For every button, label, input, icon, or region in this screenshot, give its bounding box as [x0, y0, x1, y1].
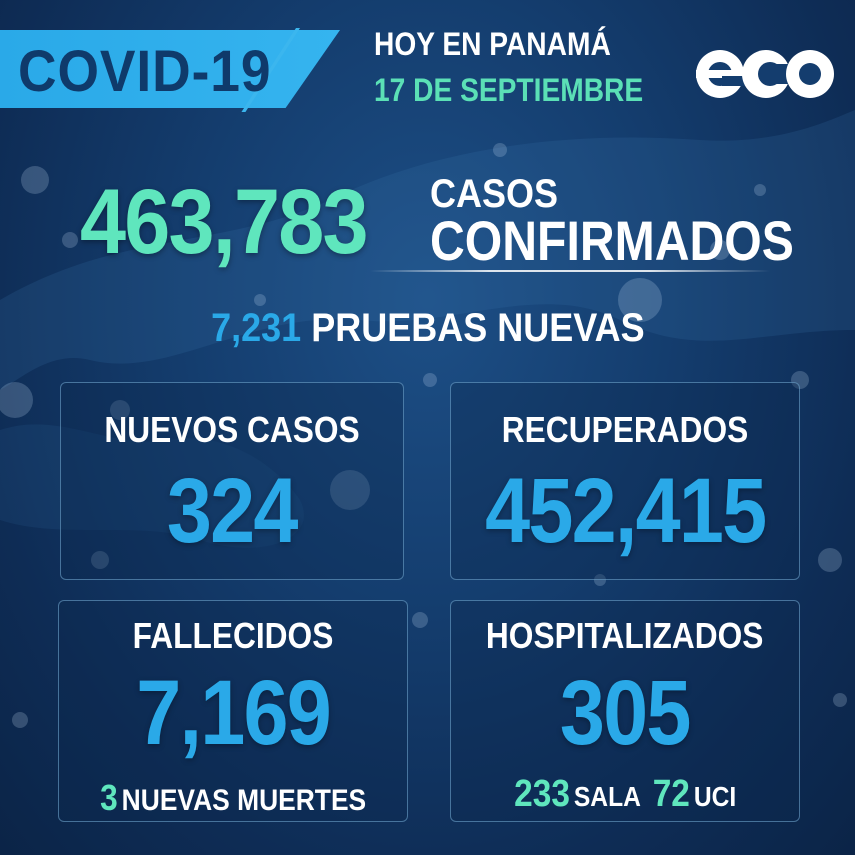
ward-label: SALA [573, 781, 641, 812]
total-cases-number: 463,783 [80, 171, 369, 273]
icu-number: 72 [652, 773, 690, 815]
new-deaths-label: NUEVAS MUERTES [121, 784, 367, 817]
hospitalized-title: HOSPITALIZADOS [486, 615, 764, 656]
ward-number: 233 [513, 773, 570, 815]
report-date: 17 DE SEPTIEMBRE [374, 72, 644, 108]
deaths-title: FALLECIDOS [132, 615, 334, 656]
new-cases-title: NUEVOS CASOS [104, 409, 360, 450]
new-tests: 7,231 PRUEBAS NUEVAS [0, 306, 855, 351]
deaths-value: 7,169 [136, 662, 332, 764]
covid-title: COVID-19 [18, 39, 272, 104]
divider-line [370, 270, 770, 272]
eco-logo-icon [696, 50, 834, 98]
new-cases-card: NUEVOS CASOS 324 [60, 382, 404, 580]
new-deaths-number: 3 [99, 777, 118, 818]
hospitalized-value: 305 [560, 662, 692, 764]
recovered-title: RECUPERADOS [501, 409, 749, 450]
new-deaths: 3 NUEVAS MUERTES [59, 777, 407, 819]
new-cases-value: 324 [167, 460, 299, 562]
location-subtitle: HOY EN PANAMÁ [374, 26, 611, 62]
recovered-value: 452,415 [484, 460, 767, 562]
hospitalized-card: HOSPITALIZADOS 305 233 SALA 72 UCI [450, 600, 800, 822]
deaths-card: FALLECIDOS 7,169 3 NUEVAS MUERTES [58, 600, 408, 822]
hospitalized-breakdown: 233 SALA 72 UCI [451, 773, 799, 816]
icu-label: UCI [693, 781, 737, 812]
total-cases-label-bottom: CONFIRMADOS [430, 209, 794, 272]
header-banner [0, 30, 340, 108]
new-tests-number: 7,231 [210, 306, 301, 350]
new-tests-label: PRUEBAS NUEVAS [310, 306, 645, 350]
total-cases-label-top: CASOS [430, 172, 559, 216]
recovered-card: RECUPERADOS 452,415 [450, 382, 800, 580]
